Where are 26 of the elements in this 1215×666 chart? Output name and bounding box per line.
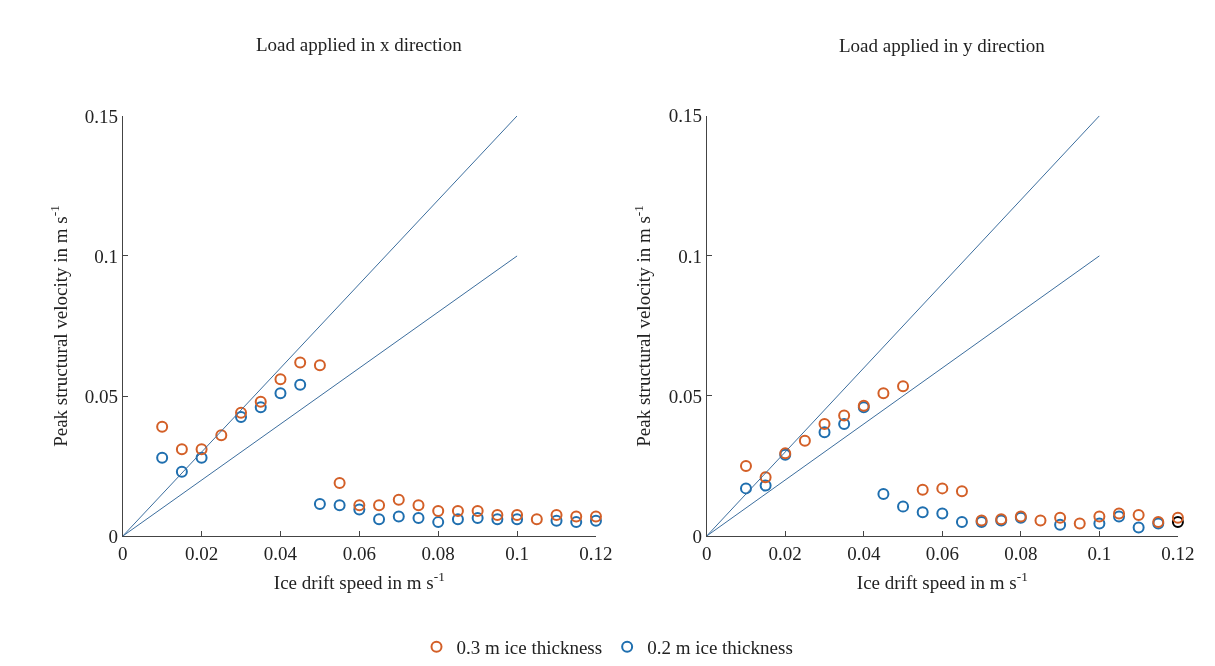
y-tick-label: 0.15 [668,105,702,127]
y-tick-label: 0 [692,525,702,547]
x-tick-label: 0.02 [768,542,802,564]
y-tick-label: 0.1 [678,245,702,267]
x-axis-title: Ice drift speed in m s$^{-1}$ [273,568,445,593]
legend-label: 0.2 m ice thickness [647,637,793,659]
x-tick-label: 0.06 [925,542,959,564]
chart-title: Load applied in y direction [839,35,1046,56]
x-tick-label: 0.1 [505,542,529,564]
x-tick-label: 0.08 [421,542,455,564]
y-tick-label: 0.05 [84,385,118,407]
x-tick-label: 0.06 [342,542,376,564]
x-tick-label: 0.12 [1161,542,1195,564]
y-tick-label: 0.15 [84,105,118,127]
y-tick-label: 0.1 [94,245,118,267]
y-tick-label: 0.05 [668,385,702,407]
chart-title: Load applied in x direction [256,34,463,55]
x-tick-label: 0.02 [184,542,219,564]
x-tick-label: 0.04 [847,542,881,564]
y-tick-label: 0 [108,525,118,547]
x-tick-label: 0.08 [1004,542,1038,564]
x-axis-title: Ice drift speed in m s$^{-1}$ [856,568,1028,593]
x-tick-label: 0.1 [1087,542,1112,564]
legend-label: 0.3 m ice thickness [456,637,603,659]
x-tick-label: 0.12 [579,542,613,564]
x-tick-label: 0.04 [263,542,298,564]
